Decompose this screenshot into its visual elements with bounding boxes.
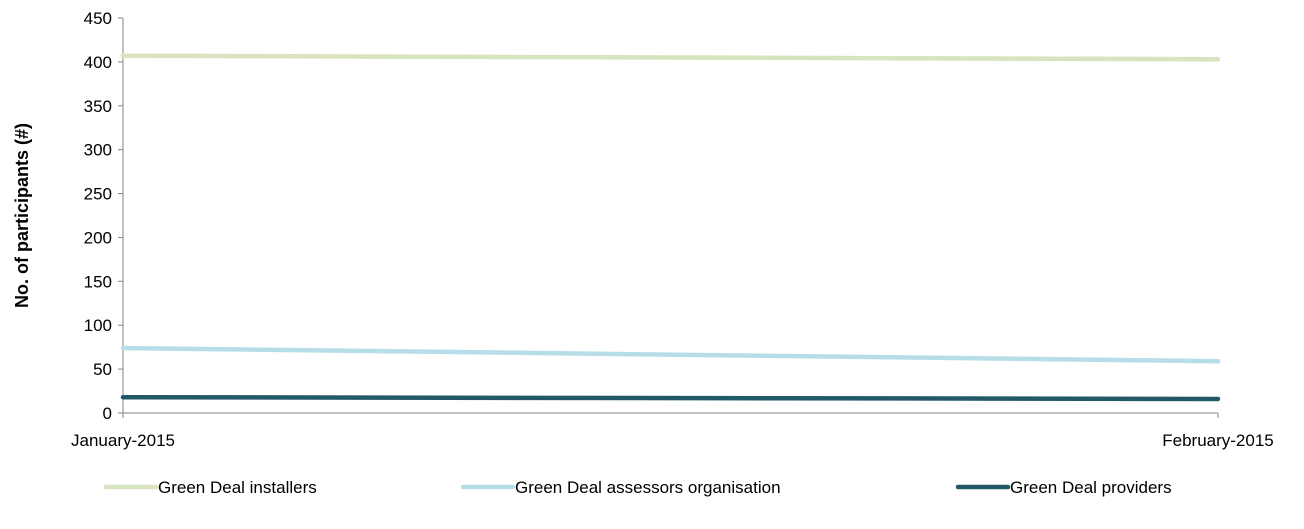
- y-tick-label: 250: [84, 185, 112, 204]
- series-lines: [120, 53, 1221, 402]
- legend-label: Green Deal assessors organisation: [515, 478, 781, 497]
- series-line: [120, 394, 1221, 402]
- y-tick-label: 450: [84, 9, 112, 28]
- y-tick-label: 350: [84, 97, 112, 116]
- y-tick-label: 100: [84, 316, 112, 335]
- y-tick-label: 400: [84, 53, 112, 72]
- y-tick-label: 300: [84, 141, 112, 160]
- x-tick-label: February-2015: [1162, 431, 1274, 450]
- x-tick-label: January-2015: [71, 431, 175, 450]
- y-tick-label: 50: [93, 360, 112, 379]
- series-line: [120, 53, 1221, 62]
- y-tick-label: 200: [84, 228, 112, 247]
- plot-area: 0 50 100 150 200 250 300 350 400 450 January-2015…: [71, 9, 1274, 450]
- series-line: [120, 345, 1221, 364]
- y-axis-title: No. of participants (#): [12, 123, 32, 308]
- legend-label: Green Deal installers: [158, 478, 317, 497]
- y-tick-label: 150: [84, 272, 112, 291]
- x-ticks: January-2015 February-2015: [71, 413, 1274, 450]
- y-tick-label: 0: [103, 404, 112, 423]
- legend: Green Deal installers Green Deal assessor…: [103, 478, 1172, 497]
- y-ticks: 0 50 100 150 200 250 300 350 400 450: [84, 9, 123, 423]
- legend-label: Green Deal providers: [1010, 478, 1172, 497]
